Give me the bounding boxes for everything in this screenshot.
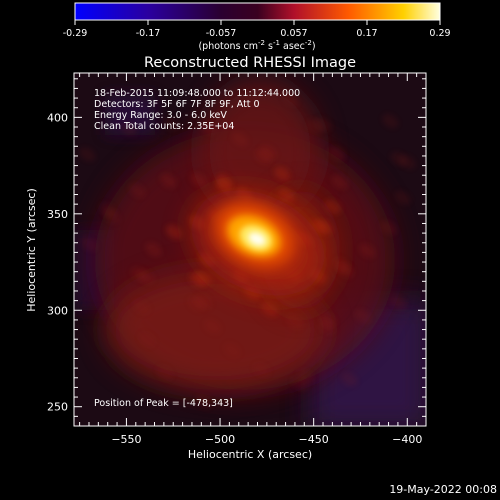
ripple-blob — [165, 224, 183, 240]
ripple-blob — [188, 296, 205, 311]
ripple-blob — [204, 319, 221, 334]
colorbar-tick-label: 0.17 — [356, 28, 377, 39]
annotation-block: 18-Feb-2015 11:09:48.000 to 11:12:44.000… — [94, 88, 300, 132]
ripple-blob — [129, 183, 146, 198]
ripple-blob — [341, 372, 358, 387]
ripple-blob — [162, 116, 179, 131]
ripple-blob — [99, 202, 117, 217]
ripple-blob — [354, 309, 372, 324]
annotation-line: 18-Feb-2015 11:09:48.000 to 11:12:44.000 — [94, 88, 300, 99]
colorbar-tick-label: -0.29 — [63, 28, 88, 39]
ripple-blob — [261, 301, 278, 317]
y-tick-label: 300 — [47, 304, 68, 317]
colorbar-tick-label: 0.29 — [429, 28, 450, 39]
ripple-blob — [359, 243, 376, 258]
ripple-blob — [156, 365, 173, 381]
ripple-blob — [328, 146, 346, 161]
ripple-blob — [200, 120, 217, 135]
y-axis-label: Heliocentric Y (arcsec) — [25, 188, 38, 312]
ripple-blob — [282, 92, 299, 107]
ripple-blob — [315, 117, 332, 132]
ripple-blob — [382, 113, 399, 129]
peak-position-label: Position of Peak = [-478,343] — [94, 398, 233, 409]
colorbar-tick-label: -0.17 — [136, 28, 161, 39]
ripple-blob — [231, 131, 249, 147]
colorbar-units-label: (photons cm-2 s-1 asec-2) — [198, 39, 315, 52]
x-tick-label: −550 — [111, 433, 141, 446]
ripple-blob — [139, 332, 156, 347]
colorbar-tick-label: 0.057 — [280, 28, 307, 39]
axes: −550 −500 −450 −400 250 300 350 400 — [47, 73, 427, 446]
ripple-blob — [286, 314, 304, 329]
ripple-blob — [189, 272, 206, 287]
annotation-line: Clean Total counts: 2.35E+04 — [94, 121, 234, 132]
ripple-blob — [324, 199, 341, 214]
ripple-blob — [380, 220, 397, 236]
timestamp: 19-May-2022 00:08 — [389, 483, 497, 496]
ripple-blob — [160, 173, 177, 188]
ripple-blob — [390, 295, 407, 310]
y-tick-label: 350 — [47, 208, 68, 221]
ripple-blob — [131, 267, 148, 282]
ripple-blob — [145, 242, 162, 257]
annotation-line: Detectors: 3F 5F 6F 7F 8F 9F, Att 0 — [94, 99, 260, 110]
x-tick-label: −450 — [299, 433, 329, 446]
x-axis-label: Heliocentric X (arcsec) — [188, 448, 312, 461]
annotation-line: Energy Range: 3.0 - 6.0 keV — [94, 110, 227, 121]
ripple-blob — [120, 122, 138, 137]
ripple-blob — [337, 263, 354, 278]
ripple-blob — [394, 190, 412, 205]
ripple-blob — [318, 319, 336, 334]
ripple-blob — [223, 343, 241, 358]
ripple-blob — [253, 362, 270, 378]
ripple-blob — [133, 299, 150, 314]
ripple-blob — [196, 394, 213, 409]
heatmap-image — [74, 73, 426, 426]
ripple-blob — [216, 174, 233, 189]
y-tick-label: 400 — [47, 111, 68, 124]
ripple-blob — [399, 154, 416, 170]
ripple-blob — [316, 220, 333, 235]
chart-title: Reconstructed RHESSI Image — [144, 55, 356, 71]
colorbar-ticks: -0.29 -0.17 -0.057 0.057 0.17 0.29 — [63, 20, 451, 39]
ripple-blob — [273, 166, 291, 181]
ripple-blob — [190, 172, 207, 187]
ripple-blob — [331, 174, 348, 190]
plot-frame — [73, 72, 427, 427]
ripple-blob — [291, 375, 309, 391]
ripple-blob — [259, 145, 277, 160]
colorbar-tick-label: -0.057 — [206, 28, 237, 39]
x-tick-label: −400 — [392, 433, 422, 446]
colorbar — [74, 2, 441, 21]
ripple-blob — [79, 147, 96, 162]
x-tick-label: −500 — [205, 433, 235, 446]
y-tick-label: 250 — [47, 401, 68, 414]
ripple-blob — [80, 237, 98, 252]
ripple-blob — [278, 188, 295, 203]
